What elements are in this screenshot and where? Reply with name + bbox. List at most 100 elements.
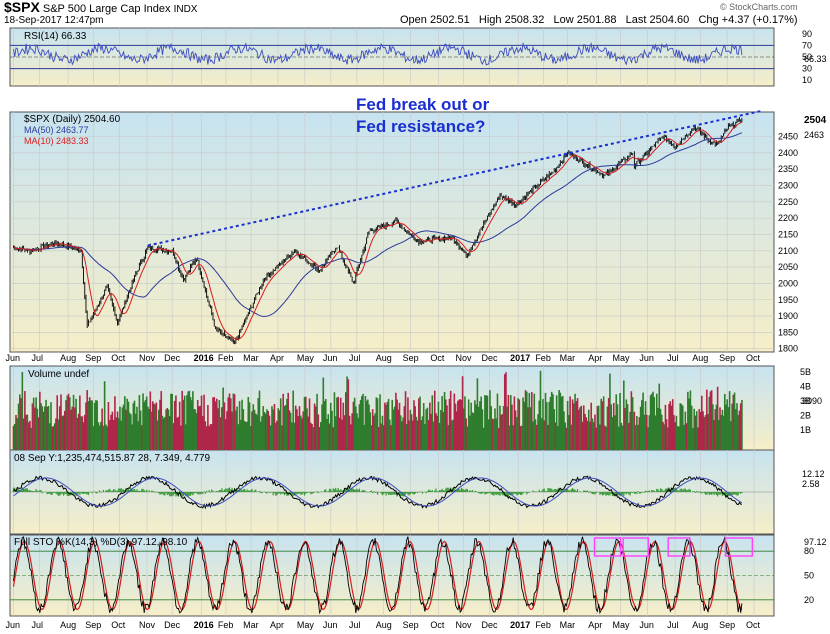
macd-histogram-bar — [652, 490, 654, 492]
volume-bar — [716, 386, 719, 450]
macd-histogram-bar — [677, 490, 679, 492]
volume-bar — [193, 408, 195, 450]
volume-bar — [713, 420, 715, 450]
volume-bar — [592, 422, 595, 450]
macd-histogram-bar — [144, 491, 147, 492]
macd-histogram-bar — [407, 492, 409, 495]
volume-bar — [343, 415, 346, 450]
volume-bar — [570, 424, 573, 450]
macd-histogram-bar — [308, 492, 311, 493]
volume-bar — [39, 391, 41, 450]
volume-bar — [41, 406, 44, 450]
macd-histogram-bar — [465, 488, 467, 492]
volume-bar — [226, 411, 228, 450]
volume-bar — [37, 417, 40, 450]
macd-histogram-bar — [522, 492, 524, 494]
volume-bar — [61, 415, 64, 450]
x-axis-label: Aug — [692, 620, 708, 630]
volume-bar — [156, 420, 159, 450]
volume-bar — [88, 397, 91, 450]
volume-bar — [415, 416, 418, 450]
macd-histogram-bar — [658, 490, 660, 492]
volume-bar — [460, 400, 463, 450]
sto-highlight-box — [622, 537, 649, 557]
macd-histogram-bar — [150, 490, 153, 492]
volume-bar — [254, 413, 257, 450]
x-axis-label: Apr — [270, 353, 284, 363]
macd-histogram-bar — [34, 491, 36, 492]
volume-bar — [148, 408, 150, 450]
volume-bar — [315, 406, 317, 450]
volume-bar — [448, 398, 451, 450]
volume-bar — [143, 402, 146, 450]
macd-histogram-bar — [630, 492, 632, 493]
volume-bar — [188, 390, 191, 450]
volume-bar — [698, 409, 701, 450]
x-axis-label: Mar — [560, 620, 576, 630]
volume-bar — [245, 421, 247, 450]
volume-bar — [52, 425, 55, 450]
volume-bar — [111, 411, 114, 450]
macd-histogram-bar — [638, 492, 640, 494]
macd-histogram-bar — [218, 490, 220, 492]
volume-bar — [508, 425, 511, 450]
macd-histogram-bar — [479, 492, 481, 494]
volume-bar — [85, 402, 87, 450]
volume-bar — [227, 397, 230, 450]
volume-bar — [538, 400, 541, 450]
macd-histogram-bar — [220, 489, 222, 492]
volume-bar — [544, 392, 547, 450]
macd-histogram-bar — [77, 492, 80, 494]
macd-histogram-bar — [272, 492, 274, 496]
macd-histogram-bar — [143, 490, 145, 492]
volume-bar — [731, 403, 733, 450]
macd-histogram-bar — [588, 492, 590, 493]
macd-histogram-bar — [640, 492, 642, 494]
volume-bar — [355, 406, 357, 450]
annotation-line-2: Fed resistance? — [356, 117, 485, 136]
volume-bar — [205, 426, 208, 450]
volume-bar — [396, 399, 398, 450]
macd-histogram-bar — [347, 487, 349, 492]
volume-bar — [96, 400, 98, 450]
volume-bar — [329, 402, 332, 450]
volume-bar — [82, 422, 85, 450]
macd-histogram-bar — [114, 489, 116, 492]
macd-histogram-bar — [204, 492, 206, 494]
macd-histogram-bar — [666, 488, 668, 492]
macd-histogram-bar — [345, 488, 347, 492]
macd-histogram-bar — [121, 489, 123, 492]
macd-histogram-bar — [230, 489, 232, 492]
macd-histogram-bar — [600, 492, 602, 494]
volume-bar — [286, 398, 288, 450]
volume-bar — [471, 412, 474, 450]
macd-histogram-bar — [644, 490, 647, 492]
volume-bar — [521, 425, 523, 450]
macd-histogram-bar — [286, 492, 288, 496]
volume-bar — [215, 398, 218, 450]
macd-histogram-bar — [268, 492, 271, 494]
macd-histogram-bar — [236, 489, 238, 492]
macd-histogram-bar — [354, 489, 356, 492]
volume-bar — [361, 396, 363, 450]
volume-bar — [547, 424, 549, 450]
volume-bar — [431, 395, 434, 450]
volume-bar — [451, 420, 453, 450]
volume-bar — [302, 411, 305, 450]
macd-histogram-bar — [441, 488, 443, 492]
volume-bar — [670, 405, 673, 450]
volume-bar — [221, 407, 223, 450]
volume-bar — [66, 395, 69, 450]
macd-histogram-bar — [59, 492, 61, 496]
volume-bar — [34, 407, 36, 450]
volume-bar — [263, 411, 266, 450]
macd-histogram-bar — [146, 489, 148, 492]
macd-histogram-bar — [643, 492, 645, 493]
macd-histogram-bar — [163, 492, 165, 496]
volume-bar — [391, 399, 394, 450]
macd-histogram-bar — [715, 492, 718, 496]
macd-histogram-bar — [40, 490, 42, 492]
volume-bar — [121, 407, 124, 450]
volume-bar — [614, 415, 616, 450]
volume-bar — [410, 414, 413, 450]
